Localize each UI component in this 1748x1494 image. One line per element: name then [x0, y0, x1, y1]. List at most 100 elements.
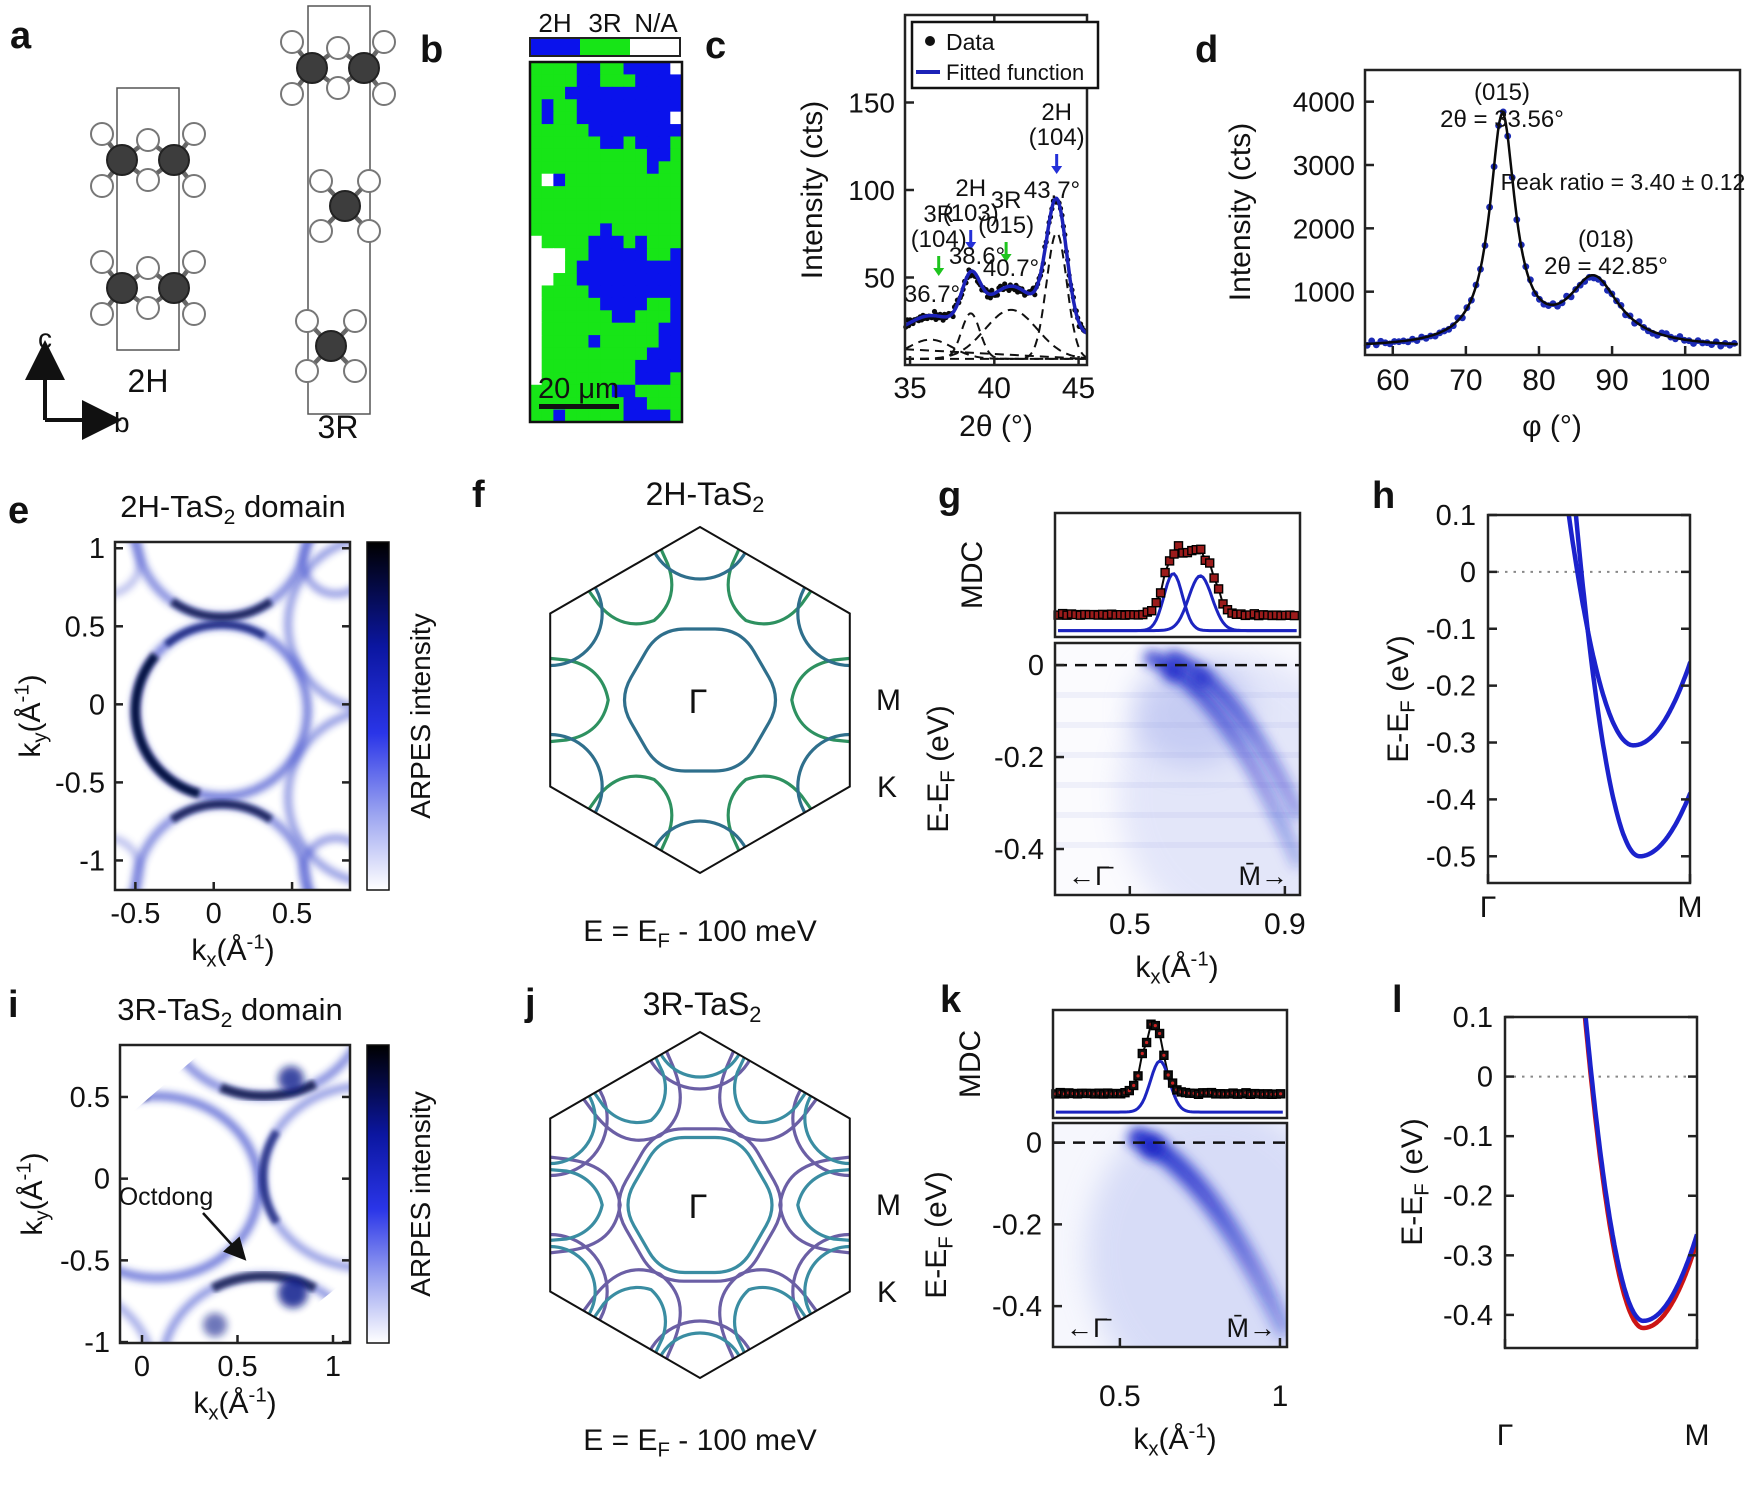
map-cell	[611, 409, 625, 423]
map-cell	[658, 223, 671, 237]
map-cell	[588, 161, 601, 175]
figure-graphic: (eV)	[920, 1171, 953, 1236]
map-cell	[565, 335, 578, 349]
f-title: 2H-TaS2	[646, 476, 765, 517]
map-cell	[611, 285, 625, 299]
axis-c-label: c	[38, 323, 52, 354]
figure-graphic: -1	[14, 1162, 36, 1180]
map-cell	[588, 173, 601, 187]
m-pocket-contour	[571, 1034, 682, 1142]
map-cell	[646, 384, 660, 398]
mdc-data-dot	[1153, 1024, 1157, 1028]
tick-label: 4000	[1293, 87, 1355, 118]
map-cell	[623, 161, 636, 175]
figure-graphic: E-E	[1382, 713, 1415, 763]
map-cell	[670, 74, 683, 88]
map-cell	[541, 359, 554, 373]
peak-phase-label: 2H	[955, 175, 986, 202]
band-intensity	[1166, 653, 1300, 819]
tick-label: 0.5	[65, 611, 105, 643]
map-cell	[623, 335, 636, 349]
annotation-arrowhead	[1000, 254, 1012, 262]
map-cell	[541, 198, 554, 212]
peak-plane-label: (103)	[943, 200, 999, 227]
peak-plane-label: (015)	[978, 212, 1034, 239]
map-cell	[623, 124, 636, 138]
map-cell	[635, 347, 648, 361]
map-cell	[565, 136, 578, 150]
map-cell	[646, 409, 660, 423]
map-cell	[658, 372, 671, 386]
mdc-data-dot	[1132, 1083, 1136, 1088]
map-cell	[623, 99, 636, 113]
map-cell	[658, 248, 671, 262]
map-cell	[600, 335, 613, 349]
map-cell	[611, 161, 625, 175]
e-ylabel: ky(Å-1)	[12, 674, 52, 757]
map-cell	[646, 397, 660, 411]
figure-graphic: )	[1209, 951, 1219, 984]
map-cell	[600, 161, 613, 175]
map-cell	[611, 260, 625, 274]
map-cell	[611, 248, 625, 262]
figure-graphic: 2	[749, 1002, 761, 1027]
tas2-layer	[91, 251, 205, 325]
colorbar-label: ARPES intensity	[405, 613, 436, 818]
k-pocket-contour	[641, 1319, 759, 1378]
figure-graphic: )	[16, 1152, 49, 1162]
figure-graphic: 3R-TaS	[643, 986, 750, 1022]
map-cell	[553, 322, 566, 336]
map-cell	[635, 99, 648, 113]
map-cell	[565, 384, 578, 398]
map-cell	[646, 111, 660, 125]
l-gamma-label: Γ	[1497, 1419, 1514, 1452]
map-cell	[541, 384, 554, 398]
map-cell	[635, 124, 648, 138]
map-cell	[611, 136, 625, 150]
map-cell	[565, 235, 578, 249]
map-cell	[600, 99, 613, 113]
band-head	[1163, 661, 1184, 682]
map-cell	[553, 235, 566, 249]
dispersion-frame	[1051, 1121, 1289, 1349]
g-axes: 0 -0.2 -0.4 0.5 0.9	[994, 650, 1306, 941]
mdc-data-dot	[1279, 1092, 1283, 1096]
hot-spot	[278, 1278, 308, 1308]
tick-label: 0.5	[217, 1351, 257, 1383]
panel-label-e: e	[8, 490, 29, 532]
figure-graphic: -1	[247, 932, 265, 954]
k-pocket-contour	[653, 1331, 747, 1378]
map-cell	[553, 285, 566, 299]
peak-phase-label: 3R	[991, 187, 1022, 214]
map-cell	[623, 86, 636, 100]
figure-graphic: (Å	[1161, 951, 1191, 984]
plot-frame	[113, 540, 352, 892]
tick-label: 0.1	[1453, 1002, 1493, 1034]
k-pocket-contour	[646, 527, 754, 581]
map-cell	[588, 248, 601, 262]
map-cell	[530, 322, 543, 336]
k-pocket	[300, 835, 350, 890]
legend-box	[910, 20, 1100, 90]
panel-label-l: l	[1392, 979, 1403, 1021]
map-cell	[576, 198, 590, 212]
map-cell	[541, 248, 554, 262]
map-cell	[635, 111, 648, 125]
map-cell	[576, 248, 590, 262]
k-ylabel: E-EF (eV)	[920, 1171, 958, 1299]
figure-graphic: k	[193, 1387, 209, 1420]
gamma-label: Γ	[689, 1188, 708, 1226]
m-pocket-contour	[718, 1268, 829, 1376]
map-cell	[530, 235, 543, 249]
tick-label: 90	[1595, 364, 1628, 397]
m-pocket-contour	[550, 655, 610, 745]
figure-graphic	[580, 38, 630, 56]
figure-graphic: k	[191, 934, 207, 967]
map-cell	[530, 372, 543, 386]
map-cell	[588, 260, 601, 274]
map-cell	[611, 210, 625, 224]
map-cell	[658, 198, 671, 212]
map-cell	[541, 86, 554, 100]
band-head	[1190, 668, 1211, 689]
map-cell	[541, 99, 554, 113]
